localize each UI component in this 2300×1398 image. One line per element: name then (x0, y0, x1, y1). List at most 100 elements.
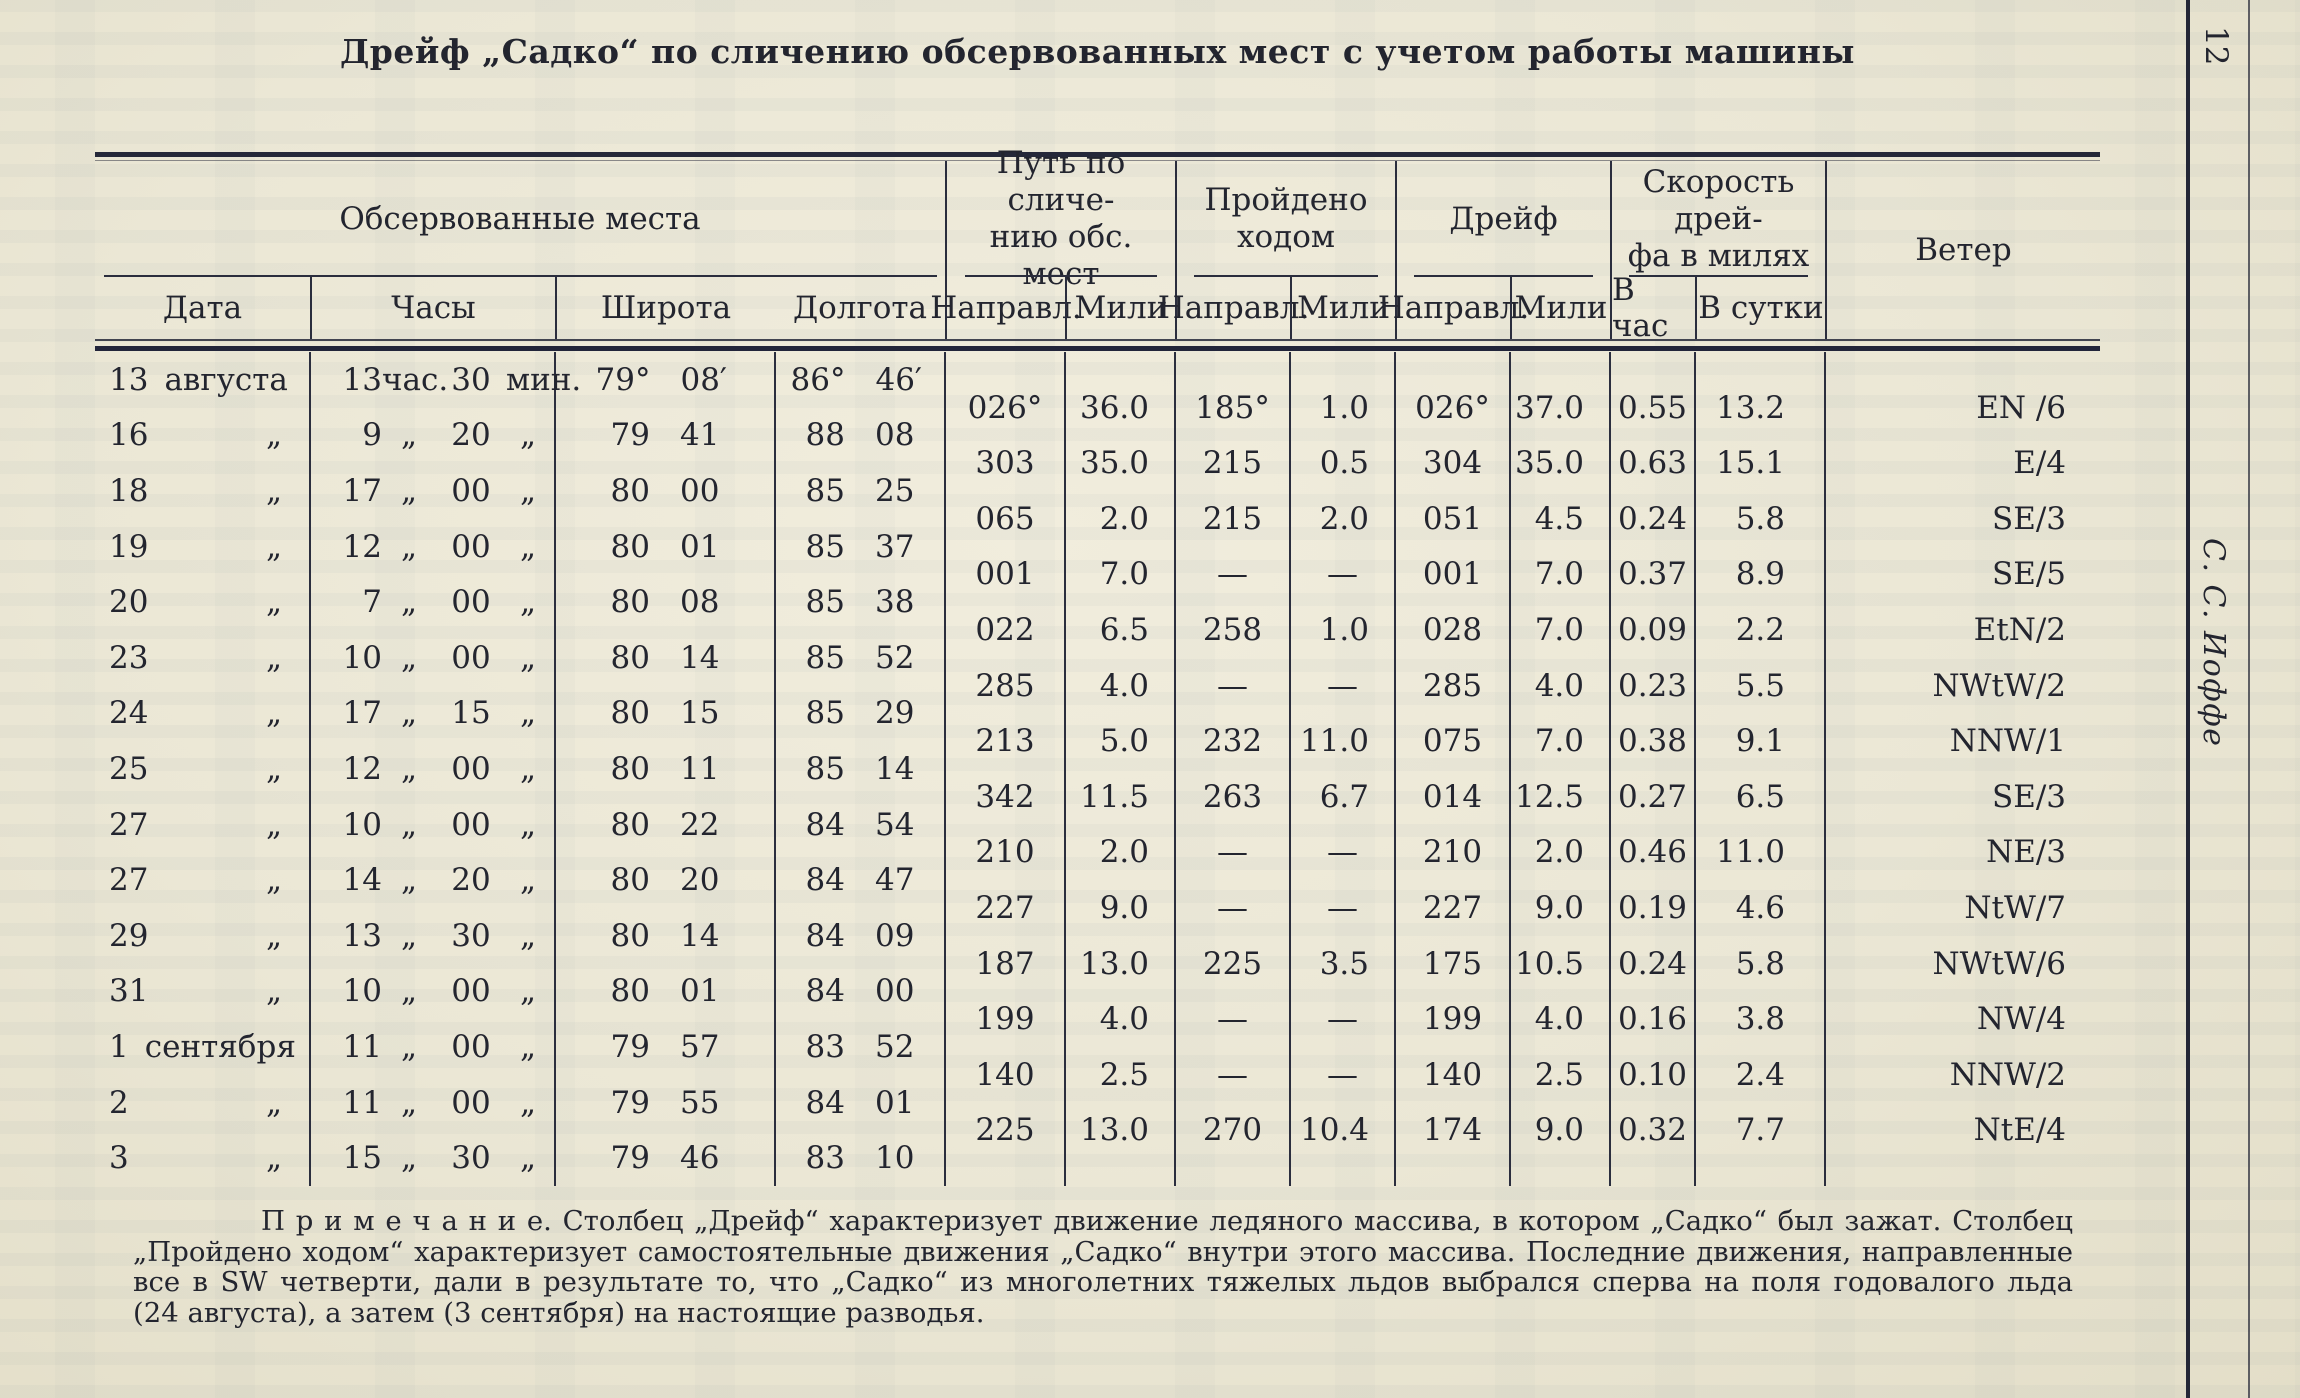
group-header-4: Дрейф (1395, 161, 1610, 277)
deg-text: 83 (805, 1028, 845, 1065)
num-text: 16 (109, 417, 149, 454)
column-divider (309, 352, 311, 1186)
latitude-cell: 80 01 (555, 964, 775, 1020)
deg-text: 80 (610, 806, 650, 843)
latitude-cell: 79 55 (555, 1075, 775, 1131)
ms-text: „ (519, 1028, 537, 1065)
longitude-cell: 84 54 (775, 797, 945, 853)
m-text: 00 (451, 528, 491, 565)
wind-cell: NWtW/2 (1932, 667, 2066, 704)
path-direction-cell: 213 (975, 723, 1035, 760)
column-divider (1174, 352, 1176, 1186)
path-direction-cell: 022 (975, 611, 1035, 648)
num-text: 3 (109, 1140, 129, 1177)
suf-text: „ (265, 1140, 282, 1177)
suf-text: „ (265, 862, 282, 899)
path-miles-cell: 36.0 (1079, 389, 1149, 426)
path-miles-cell: 13.0 (1079, 1112, 1149, 1149)
drift-miles-cell: 7.0 (1534, 723, 1584, 760)
run-direction-cell: 258 (1202, 611, 1263, 648)
h-text: 17 (342, 472, 382, 509)
run-miles-cell: 2.0 (1319, 500, 1369, 537)
wind-cell: EN /6 (1976, 389, 2066, 426)
drift-miles-cell: 37.0 (1514, 389, 1584, 426)
min-text: 01 (875, 1084, 915, 1121)
group-header-3: Пройдено ходом (1175, 161, 1395, 277)
drift-direction-cell: 199 (1422, 1001, 1483, 1038)
path-miles-cell: 2.5 (1099, 1056, 1149, 1093)
speed-per-day-cell: 4.6 (1735, 889, 1785, 926)
deg-text: 88 (805, 417, 845, 454)
longitude-cell: 85 37 (775, 519, 945, 575)
run-miles-cell: 1.0 (1319, 389, 1369, 426)
column-divider (1289, 352, 1291, 1186)
m-text: 20 (451, 417, 491, 454)
deg-text: 80 (610, 750, 650, 787)
h-text: 13 (342, 917, 382, 954)
longitude-cell: 84 09 (775, 908, 945, 964)
time-cell: 12 „ 00 „ (310, 741, 555, 797)
path-direction-cell: 026° (967, 389, 1043, 426)
drift-table: Обсервованные места Путь по сличе- нию об… (95, 145, 2100, 1186)
speed-per-hour-cell: 0.27 (1617, 778, 1688, 815)
speed-per-hour-cell: 0.32 (1617, 1112, 1688, 1149)
speed-per-hour-cell: 0.16 (1617, 1001, 1688, 1038)
min-text: 46′ (875, 361, 922, 398)
wind-cell: NtW/7 (1964, 889, 2066, 926)
drift-miles-cell: 35.0 (1514, 445, 1584, 482)
path-direction-cell: 140 (975, 1056, 1035, 1093)
path-direction-cell: 227 (975, 889, 1035, 926)
m-text: 30 (451, 917, 491, 954)
min-text: 55 (680, 1084, 720, 1121)
min-text: 08 (680, 584, 720, 621)
date-cell: 13 августа (95, 352, 310, 408)
ms-text: „ (519, 917, 537, 954)
column-divider (554, 352, 556, 1186)
suf-text: „ (265, 639, 282, 676)
group-header-1: Обсервованные места (95, 161, 945, 277)
num-text: 23 (109, 639, 149, 676)
deg-text: 84 (805, 1084, 845, 1121)
run-direction-cell: — (1217, 889, 1248, 926)
min-text: 52 (875, 1028, 915, 1065)
h-text: 12 (342, 528, 382, 565)
margin-rule-heavy (2186, 0, 2190, 1398)
latitude-cell: 80 08 (555, 574, 775, 630)
num-text: 2 (109, 1084, 129, 1121)
group-label-text: Путь по сличе- нию обс. мест (989, 145, 1133, 292)
sub-header-12: В сутки (1695, 277, 1825, 339)
num-text: 31 (109, 973, 149, 1010)
hs-text: час. (382, 361, 449, 398)
latitude-cell: 79 57 (555, 1019, 775, 1075)
wind-cell: NNW/1 (1949, 723, 2066, 760)
date-cell: 3 „ (95, 1130, 310, 1186)
path-miles-cell: 2.0 (1099, 834, 1149, 871)
path-direction-cell: 225 (975, 1112, 1035, 1149)
h-text: 10 (342, 639, 382, 676)
run-direction-cell: 215 (1202, 445, 1263, 482)
longitude-cell: 86° 46′ (775, 352, 945, 408)
ms-text: „ (519, 806, 537, 843)
run-direction-cell: — (1217, 1001, 1248, 1038)
run-miles-cell: 1.0 (1319, 611, 1369, 648)
deg-text: 85 (805, 584, 845, 621)
latitude-cell: 80 14 (555, 908, 775, 964)
column-divider (1609, 352, 1611, 1186)
num-text: 1 (109, 1028, 129, 1065)
run-miles-cell: 11.0 (1299, 723, 1369, 760)
wind-cell: NW/4 (1976, 1001, 2066, 1038)
longitude-cell: 88 08 (775, 408, 945, 464)
time-cell: 17 „ 15 „ (310, 686, 555, 742)
date-cell: 27 „ (95, 852, 310, 908)
min-text: 14 (680, 917, 720, 954)
num-text: 18 (109, 472, 149, 509)
deg-text: 83 (805, 1140, 845, 1177)
time-cell: 10 „ 00 „ (310, 797, 555, 853)
min-text: 54 (875, 806, 915, 843)
ms-text: „ (519, 750, 537, 787)
run-miles-cell: — (1327, 667, 1358, 704)
date-cell: 1 сентября (95, 1019, 310, 1075)
date-cell: 31 „ (95, 964, 310, 1020)
deg-text: 80 (610, 584, 650, 621)
drift-miles-cell: 2.0 (1534, 834, 1584, 871)
